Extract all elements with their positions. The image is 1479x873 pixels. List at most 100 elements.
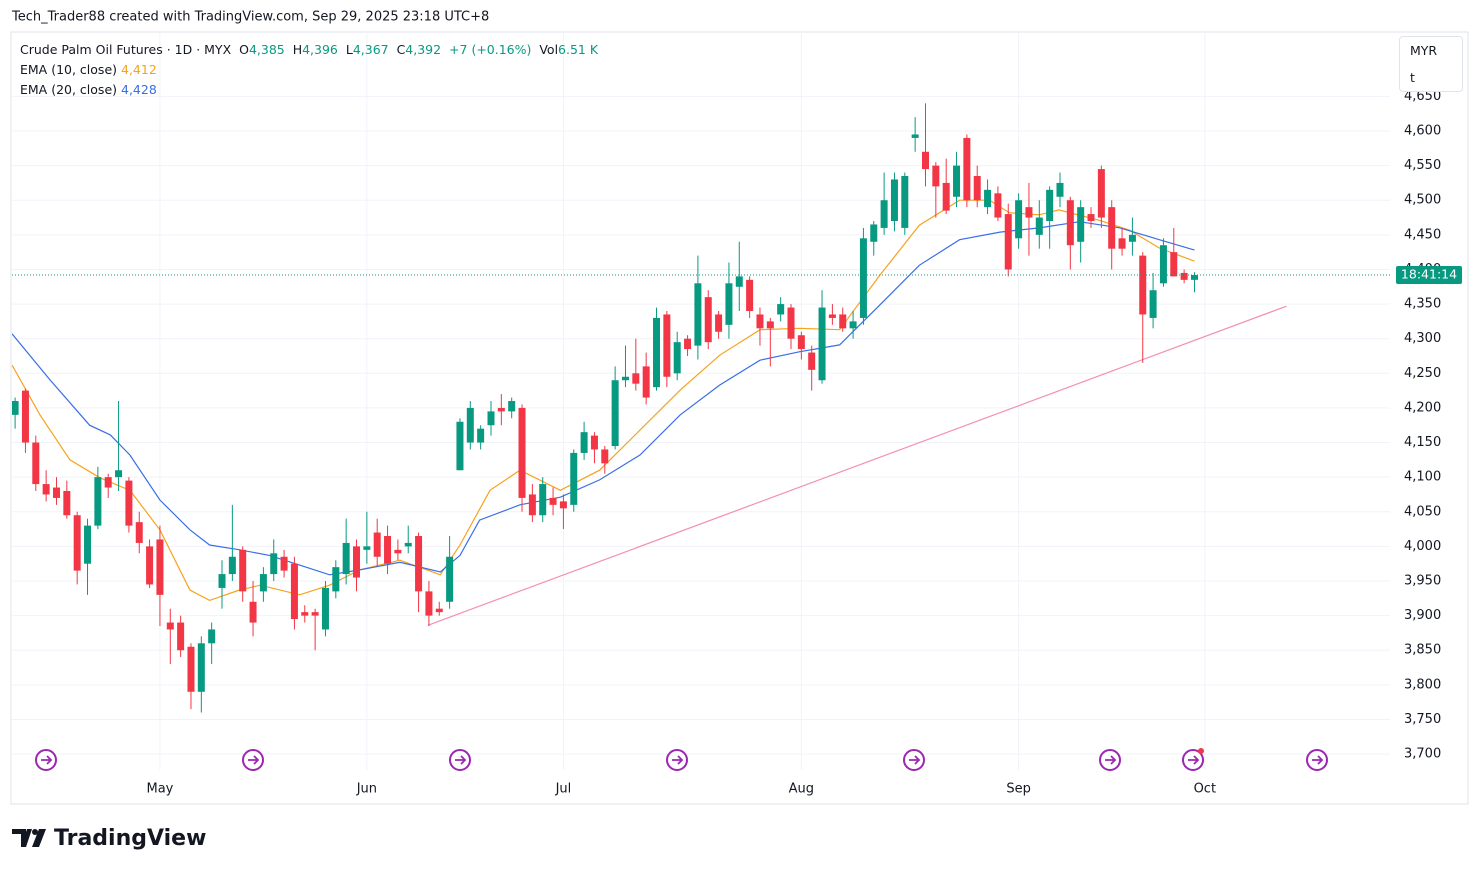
candle-body bbox=[384, 536, 392, 564]
candle-body bbox=[1087, 214, 1095, 221]
candle-body bbox=[632, 373, 640, 384]
candle-body bbox=[1170, 252, 1178, 277]
scale-box[interactable]: MYR t bbox=[1399, 36, 1463, 92]
event-arrow bbox=[909, 755, 921, 765]
candle-body bbox=[1149, 290, 1157, 318]
candle-body bbox=[135, 522, 143, 543]
currency[interactable]: MYR bbox=[1410, 43, 1438, 58]
candle-body bbox=[994, 193, 1002, 218]
candle-body bbox=[104, 477, 112, 488]
candle-body bbox=[332, 567, 340, 592]
candle-body bbox=[1108, 207, 1116, 249]
ema-value: 4,428 bbox=[121, 82, 157, 97]
candle-body bbox=[621, 376, 629, 381]
candle-body bbox=[52, 487, 60, 498]
candle-body bbox=[197, 643, 205, 692]
y-tick-label: 4,050 bbox=[1404, 504, 1441, 519]
candle-body bbox=[270, 553, 278, 575]
candle-body bbox=[1015, 200, 1023, 239]
candle-body bbox=[880, 200, 888, 228]
candle-body bbox=[259, 574, 267, 592]
candle-body bbox=[363, 546, 371, 550]
candle-body bbox=[611, 380, 619, 446]
y-tick-label: 4,600 bbox=[1404, 124, 1441, 139]
candle-body bbox=[756, 314, 764, 329]
candle-body bbox=[21, 390, 29, 443]
candle-body bbox=[301, 612, 309, 616]
ema-name: EMA (20, close) bbox=[20, 82, 118, 97]
x-tick-label: Sep bbox=[1006, 782, 1031, 797]
candle-body bbox=[508, 401, 516, 412]
candle-body bbox=[963, 137, 971, 201]
legend-row: EMA (20, close) 4,428 bbox=[20, 80, 598, 100]
candle-body bbox=[942, 182, 950, 211]
ohlc-value: 4,367 bbox=[352, 42, 389, 57]
volume-value: 6.51 K bbox=[558, 42, 599, 57]
x-tick-label: Jul bbox=[555, 782, 572, 797]
ohlc-key: C bbox=[396, 42, 406, 57]
y-tick-label: 3,850 bbox=[1404, 643, 1441, 658]
candle-body bbox=[684, 338, 692, 350]
event-icon bbox=[903, 749, 925, 771]
candle-body bbox=[1128, 234, 1136, 242]
ohlc-key: L bbox=[345, 42, 353, 57]
candle-body bbox=[415, 536, 423, 592]
candle-body bbox=[1159, 245, 1167, 284]
candle-body bbox=[63, 491, 71, 516]
unit[interactable]: t bbox=[1410, 70, 1415, 85]
candle-body bbox=[953, 165, 961, 197]
candle-body bbox=[870, 224, 878, 242]
candle-body bbox=[456, 421, 464, 471]
candle-body bbox=[859, 238, 867, 318]
candle-body bbox=[973, 176, 981, 201]
y-tick-label: 4,350 bbox=[1404, 297, 1441, 312]
candle-body bbox=[311, 612, 319, 616]
candle-body bbox=[839, 314, 847, 329]
candle-body bbox=[539, 484, 547, 516]
candle-body bbox=[1190, 275, 1198, 280]
candle-body bbox=[218, 574, 226, 588]
candle-body bbox=[166, 622, 174, 630]
candle-body bbox=[559, 501, 567, 509]
candle-body bbox=[746, 279, 754, 311]
candle-body bbox=[1077, 207, 1085, 242]
event-icon bbox=[1182, 748, 1204, 771]
candle-body bbox=[208, 629, 216, 644]
y-tick-label: 4,100 bbox=[1404, 470, 1441, 485]
ema-value: 4,412 bbox=[121, 62, 157, 77]
candle-body bbox=[1004, 214, 1012, 270]
candle-body bbox=[984, 189, 992, 208]
candle-body bbox=[704, 297, 712, 343]
y-tick-label: 4,450 bbox=[1404, 227, 1441, 242]
brand-name: TradingView bbox=[54, 826, 206, 851]
legend-row: EMA (10, close) 4,412 bbox=[20, 60, 598, 80]
candle-body bbox=[673, 342, 681, 374]
candle-body bbox=[663, 314, 671, 377]
candle-body bbox=[249, 601, 257, 623]
candle-body bbox=[694, 283, 702, 346]
event-arrow bbox=[455, 755, 467, 765]
x-tick-label: Jun bbox=[356, 782, 377, 797]
candle-body bbox=[1046, 189, 1054, 221]
y-tick-label: 4,250 bbox=[1404, 366, 1441, 381]
candle-body bbox=[642, 366, 650, 398]
legend: Crude Palm Oil Futures · 1D · MYX O4,385… bbox=[20, 40, 598, 100]
ema-line bbox=[12, 221, 1195, 576]
candle-body bbox=[321, 587, 329, 630]
candle-body bbox=[766, 321, 774, 329]
candle-body bbox=[921, 151, 929, 170]
event-icon bbox=[449, 749, 471, 771]
legend-row: Crude Palm Oil Futures · 1D · MYX O4,385… bbox=[20, 40, 598, 60]
candle-body bbox=[32, 442, 40, 485]
ema-name: EMA (10, close) bbox=[20, 62, 118, 77]
candle-body bbox=[228, 556, 236, 575]
candle-body bbox=[394, 549, 402, 554]
candle-body bbox=[580, 432, 588, 453]
candle-body bbox=[911, 134, 919, 138]
candle-body bbox=[42, 484, 50, 495]
event-arrow bbox=[1312, 755, 1324, 765]
candle-body bbox=[1066, 200, 1074, 246]
candle-body bbox=[601, 449, 609, 464]
